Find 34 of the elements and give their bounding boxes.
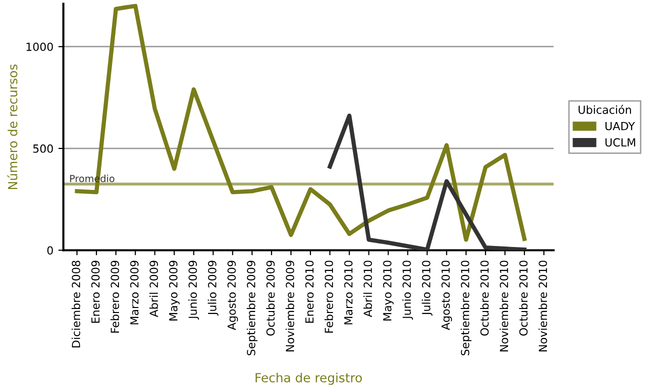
x-tick-label: Septiembre 2009 — [246, 260, 258, 356]
x-tick-label: Enero 2010 — [305, 260, 314, 323]
x-tick-label: Marzo 2010 — [344, 260, 353, 324]
x-axis-title: Fecha de registro — [256, 372, 362, 385]
x-tick-label: Octubre 2010 — [480, 260, 489, 336]
x-tick-label: Marzo 2009 — [130, 260, 139, 324]
y-axis-title: Número de recursos — [7, 64, 18, 190]
x-tick-label: Diciembre 2008 — [72, 260, 80, 348]
x-tick-label: Junio 2009 — [188, 260, 199, 320]
x-tick-label: Enero 2009 — [91, 260, 100, 323]
x-tick-label: Febrero 2009 — [110, 260, 120, 333]
x-tick-label: Agosto 2009 — [227, 260, 238, 330]
x-tick-label: Noviembre 2010 — [538, 260, 548, 352]
legend-label: UCLM — [605, 138, 636, 147]
y-tick-label: 500 — [33, 144, 53, 153]
x-tick-label: Abril 2010 — [363, 260, 372, 318]
y-tick-label: 1000 — [26, 42, 53, 51]
x-tick-label: Mayo 2010 — [383, 260, 394, 320]
x-tick-label: Febrero 2010 — [324, 260, 334, 333]
x-tick-label: Julio 2010 — [422, 260, 432, 316]
x-tick-label: Noviembre 2009 — [286, 260, 294, 352]
x-tick-label: Septiembre 2010 — [460, 260, 472, 356]
x-tick-label: Octubre 2010 — [519, 260, 528, 336]
x-tick-label: Noviembre 2010 — [500, 260, 508, 352]
x-tick-label: Julio 2009 — [208, 260, 218, 316]
x-tick-label: Abril 2009 — [149, 260, 158, 318]
y-tick-label: 0 — [47, 246, 53, 255]
x-tick-label: Agosto 2010 — [441, 260, 452, 330]
x-tick-label: Junio 2010 — [402, 260, 413, 320]
line-series — [328, 114, 527, 250]
x-tick-label: Mayo 2009 — [169, 260, 180, 320]
legend-label: UADY — [605, 122, 636, 130]
legend-title: Ubicación — [578, 104, 631, 114]
x-tick-label: Octubre 2009 — [266, 260, 275, 336]
